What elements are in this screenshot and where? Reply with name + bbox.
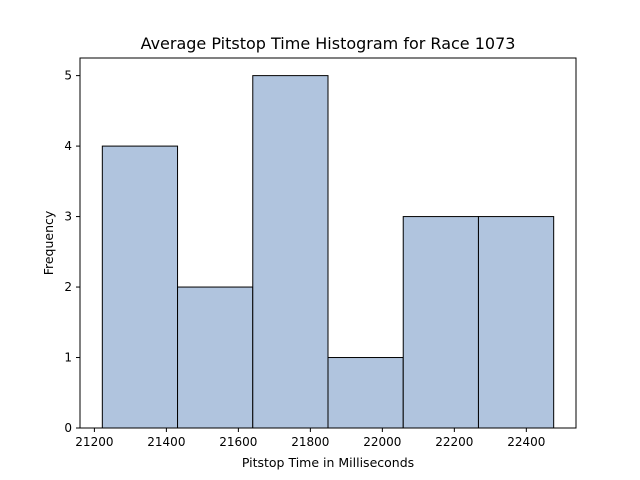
y-tick-label: 4 xyxy=(64,139,72,153)
y-tick-label: 0 xyxy=(64,421,72,435)
histogram-bar-3 xyxy=(252,75,329,429)
x-tick-label: 22400 xyxy=(507,435,545,449)
x-tick-label: 21600 xyxy=(219,435,257,449)
y-tick-label: 3 xyxy=(64,210,72,224)
histogram-bar-1 xyxy=(101,145,179,429)
y-axis: 0 1 2 3 4 5 xyxy=(64,69,80,435)
chart-title: Average Pitstop Time Histogram for Race … xyxy=(141,34,516,53)
histogram-bar-2 xyxy=(177,286,254,429)
bars-group xyxy=(101,75,555,429)
x-tick-label: 22200 xyxy=(435,435,473,449)
x-tick-label: 22000 xyxy=(363,435,401,449)
histogram-bar-4 xyxy=(327,357,404,429)
y-tick-label: 1 xyxy=(64,351,72,365)
plot-frame xyxy=(79,57,577,429)
x-axis: 21200 21400 21600 21800 22000 22200 22400 xyxy=(75,428,545,449)
y-tick-label: 2 xyxy=(64,280,72,294)
x-tick-label: 21400 xyxy=(147,435,185,449)
y-tick-label: 5 xyxy=(64,69,72,83)
histogram-bar-6 xyxy=(477,216,555,429)
histogram-bar-5 xyxy=(402,216,479,429)
x-axis-label: Pitstop Time in Milliseconds xyxy=(242,455,414,470)
x-tick-label: 21200 xyxy=(75,435,113,449)
y-axis-label: Frequency xyxy=(41,210,56,275)
x-tick-label: 21800 xyxy=(291,435,329,449)
